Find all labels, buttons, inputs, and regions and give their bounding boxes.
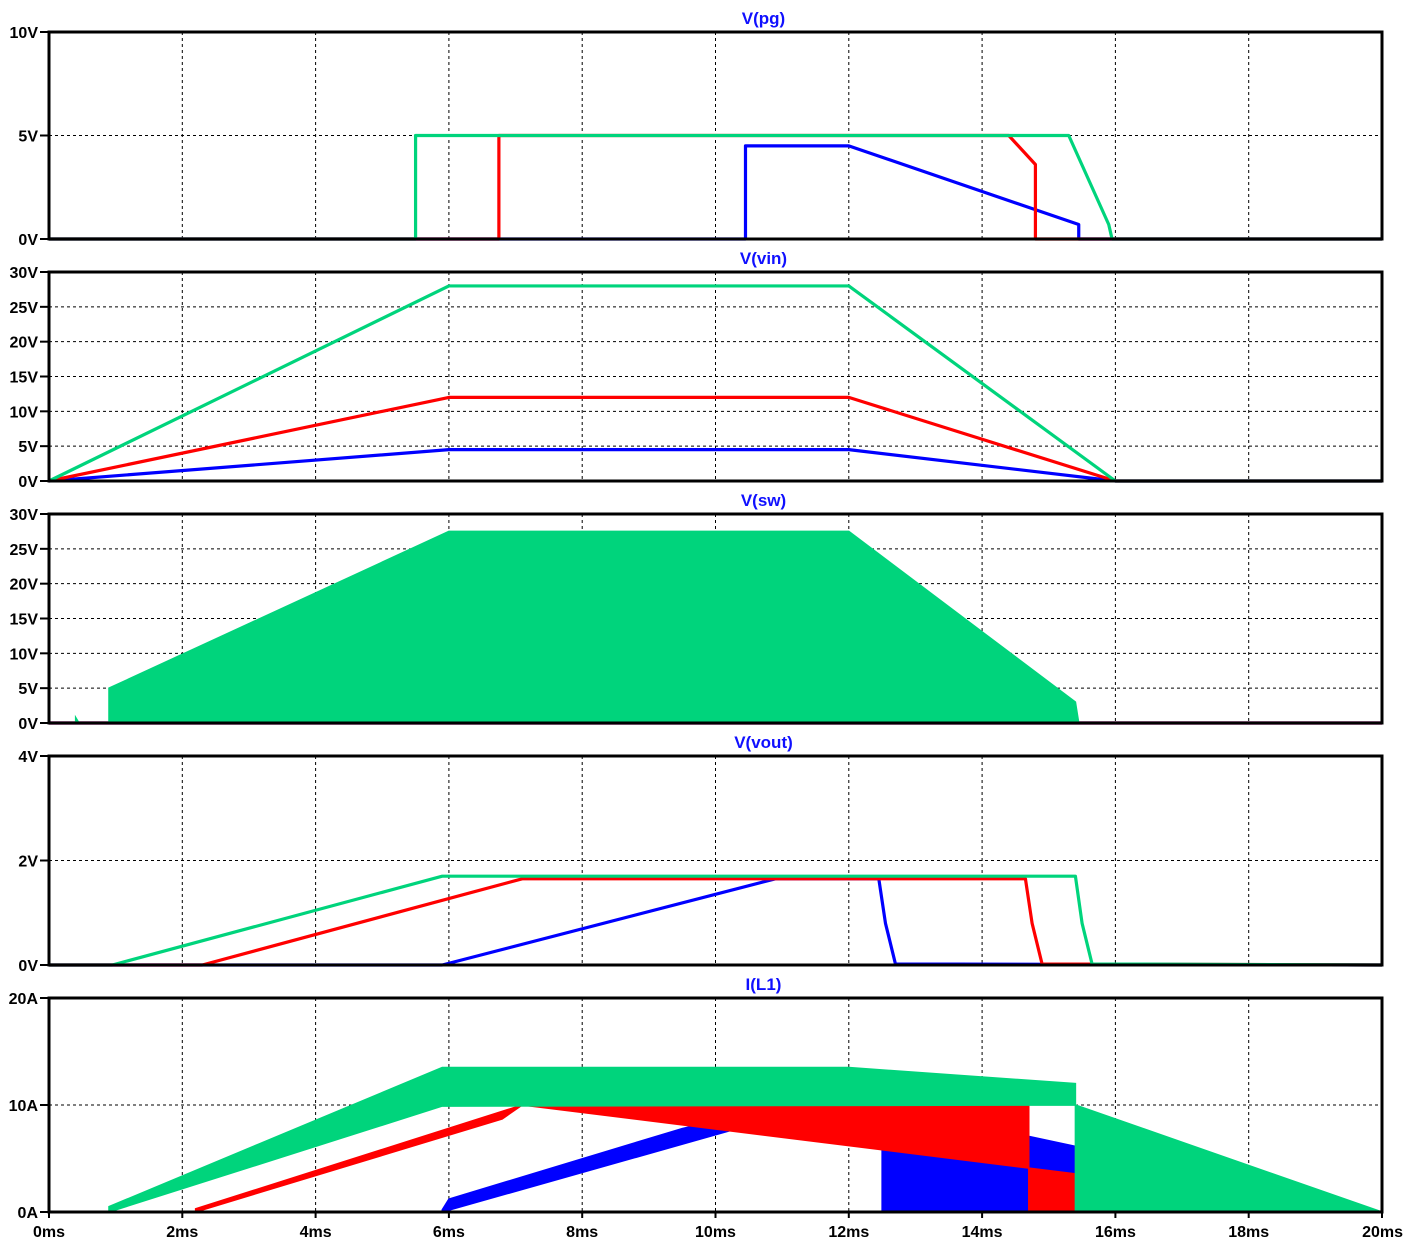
y-tick-label: 5V: [18, 681, 38, 698]
y-tick-label: 5V: [18, 439, 38, 456]
x-tick-label: 18ms: [1228, 1224, 1269, 1241]
x-tick-label: 6ms: [433, 1224, 465, 1241]
pane-title: I(L1): [746, 975, 782, 994]
pane-3: 0V 5V 10V 15V 20V 25V 30V V(sw): [10, 491, 1384, 733]
y-tick-label: 20A: [9, 991, 39, 1008]
y-tick-label: 20V: [10, 335, 39, 352]
series-green-band: [49, 1066, 1383, 1213]
pane-title: V(sw): [741, 491, 786, 510]
x-tick-label: 8ms: [566, 1224, 598, 1241]
y-tick-label: 2V: [18, 854, 38, 871]
y-tick-label: 0V: [18, 232, 38, 249]
y-tick-label: 0V: [18, 958, 38, 975]
pane-5: 0A 10A 20A I(L1) 0ms 2ms 4ms 6ms 8ms 10ms 12ms 14ms…: [9, 975, 1403, 1241]
x-tick-label: 16ms: [1095, 1224, 1136, 1241]
pane-4: 0V 2V 4V V(vout): [18, 733, 1384, 975]
y-tick-label: 5V: [18, 129, 38, 146]
y-tick-label: 15V: [10, 612, 39, 629]
series-green-line: [49, 133, 1382, 241]
y-tick-label: 20V: [10, 577, 39, 594]
x-tick-label: 2ms: [166, 1224, 198, 1241]
series-green-area: [49, 530, 1382, 724]
y-tick-label: 0V: [18, 474, 38, 491]
series-red-line: [49, 133, 1382, 241]
x-tick-label: 0ms: [33, 1224, 65, 1241]
y-tick-label: 30V: [10, 265, 39, 282]
y-tick-label: 15V: [10, 370, 39, 387]
pane-title: V(pg): [742, 9, 785, 28]
y-tick-label: 0A: [18, 1205, 39, 1222]
x-tick-label: 10ms: [695, 1224, 736, 1241]
pane-2: 0V 5V 10V 15V 20V 25V 30V V(vin): [10, 249, 1384, 491]
y-tick-label: 25V: [10, 300, 39, 317]
y-tick-label: 10V: [10, 646, 39, 663]
pane-title: V(vout): [734, 733, 793, 752]
x-tick-label: 14ms: [962, 1224, 1003, 1241]
x-tick-label: 12ms: [828, 1224, 869, 1241]
y-tick-label: 10V: [10, 404, 39, 421]
series-red-line: [48, 395, 1382, 483]
y-tick-label: 0V: [18, 716, 38, 733]
y-tick-label: 10A: [9, 1098, 39, 1115]
y-tick-label: 30V: [10, 507, 39, 524]
x-tick-label: 4ms: [300, 1224, 332, 1241]
y-tick-label: 10V: [10, 25, 39, 42]
x-tick-label: 20ms: [1362, 1224, 1403, 1241]
pane-title: V(vin): [740, 249, 787, 268]
pane-1: 0V 5V 10V V(pg): [10, 9, 1384, 249]
y-tick-label: 4V: [18, 749, 38, 766]
y-tick-label: 25V: [10, 542, 39, 559]
series-red-line: [49, 877, 1383, 967]
